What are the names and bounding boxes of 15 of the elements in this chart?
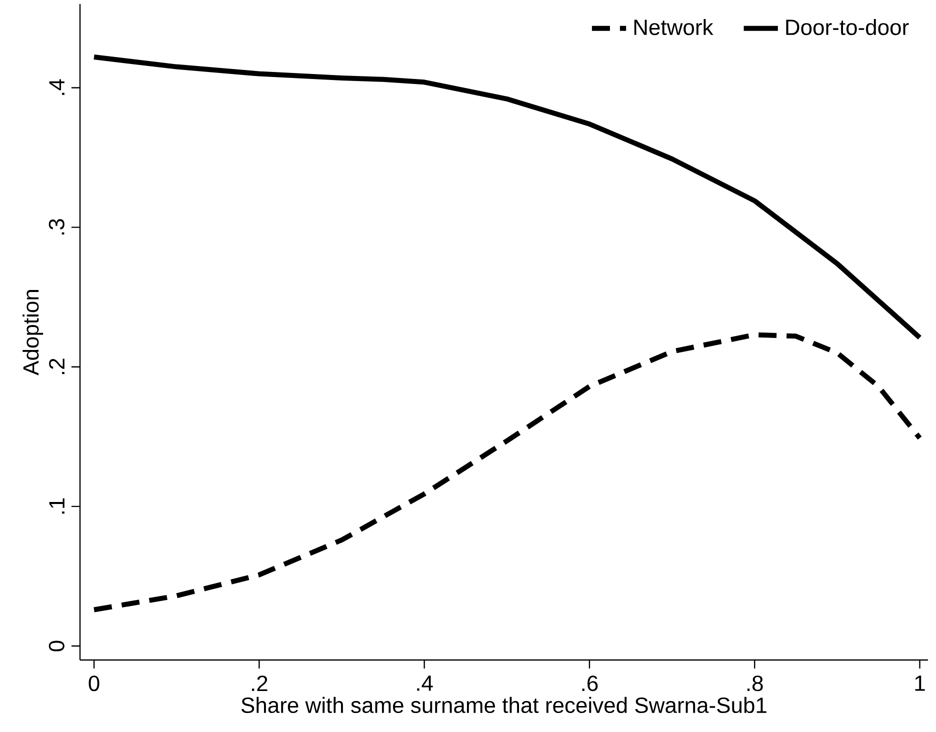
y-axis-title: Adoption	[22, 290, 44, 376]
legend-label: Door-to-door	[786, 18, 909, 36]
y-tick-label: .4	[49, 79, 64, 95]
y-tick-label: .2	[49, 358, 64, 374]
x-tick-label: 0	[88, 676, 100, 692]
y-tick-label: .3	[48, 219, 64, 234]
x-tick-label: .4	[417, 676, 433, 691]
x-tick-label: .6	[582, 676, 598, 692]
x-tick-label: .2	[252, 676, 268, 691]
y-tick-label: 0	[48, 640, 64, 652]
y-tick-label: .1	[49, 498, 64, 514]
legend-label: Network	[634, 18, 714, 36]
x-tick-label: 1	[915, 676, 925, 691]
x-axis-title: Share with same surname that received Swarna-Sub1	[241, 696, 766, 714]
x-tick-label: .8	[747, 676, 763, 692]
